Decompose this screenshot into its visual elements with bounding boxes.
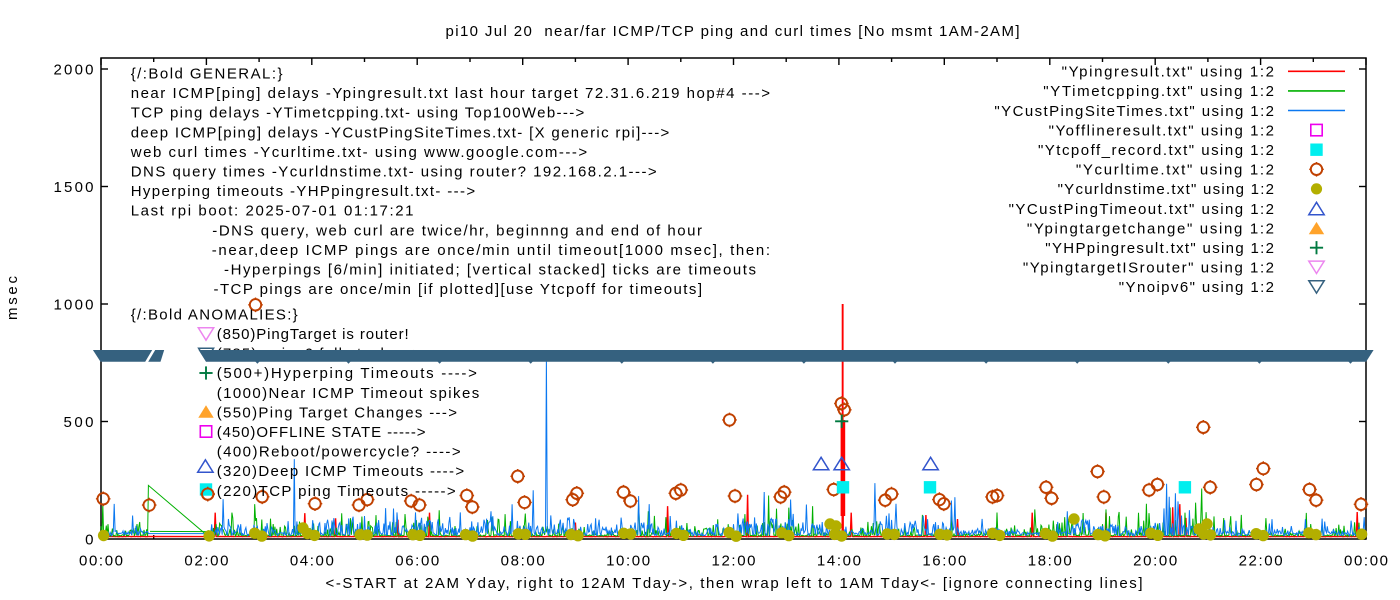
- svg-text:"Ypingtargetchange" using 1:2: "Ypingtargetchange" using 1:2: [1027, 220, 1274, 237]
- svg-text:DNS query times -Ycurldnstime.: DNS query times -Ycurldnstime.txt- using…: [131, 164, 657, 181]
- svg-text:-near,deep ICMP pings are once: -near,deep ICMP pings are once/min until…: [212, 242, 770, 259]
- svg-text:16:00: 16:00: [922, 553, 966, 570]
- svg-text:deep ICMP[ping] delays -YCustP: deep ICMP[ping] delays -YCustPingSiteTim…: [131, 124, 670, 141]
- svg-text:TCP ping delays -YTimetcpping.: TCP ping delays -YTimetcpping.txt- using…: [131, 105, 585, 122]
- svg-text:(850)PingTarget is router!: (850)PingTarget is router!: [217, 326, 409, 343]
- svg-text:14:00: 14:00: [817, 553, 861, 570]
- svg-text:00:00: 00:00: [1344, 553, 1388, 570]
- svg-text:"Ynoipv6" using 1:2: "Ynoipv6" using 1:2: [1119, 279, 1274, 296]
- svg-text:(320)Deep ICMP Timeouts ---->: (320)Deep ICMP Timeouts ---->: [217, 463, 465, 480]
- svg-text:"Ytcpoff_record.txt" using 1:2: "Ytcpoff_record.txt" using 1:2: [1038, 142, 1274, 159]
- svg-text:(220)TCP ping Timeouts ----->: (220)TCP ping Timeouts ----->: [217, 483, 456, 500]
- svg-text:"Ypingresult.txt" using 1:2: "Ypingresult.txt" using 1:2: [1062, 64, 1274, 81]
- svg-text:12:00: 12:00: [712, 553, 756, 570]
- svg-text:500: 500: [64, 414, 94, 431]
- svg-text:06:00: 06:00: [395, 553, 439, 570]
- svg-text:-DNS query, web curl are twice: -DNS query, web curl are twice/hr, begin…: [212, 222, 702, 239]
- svg-text:<-START at 2AM Yday, right to: <-START at 2AM Yday, right to 12AM Tday-…: [326, 575, 1143, 592]
- svg-text:"YCustPingSiteTimes.txt" using: "YCustPingSiteTimes.txt" using 1:2: [994, 103, 1274, 120]
- svg-text:22:00: 22:00: [1239, 553, 1283, 570]
- svg-text:{/:Bold ANOMALIES:}: {/:Bold ANOMALIES:}: [131, 306, 298, 323]
- svg-text:"YpingtargetISrouter" using 1:: "YpingtargetISrouter" using 1:2: [1023, 260, 1274, 277]
- svg-text:00:00: 00:00: [79, 553, 123, 570]
- svg-text:(400)Reboot/powercycle? ---->: (400)Reboot/powercycle? ---->: [217, 444, 461, 461]
- svg-text:0: 0: [85, 532, 93, 549]
- svg-text:{/:Bold GENERAL:}: {/:Bold GENERAL:}: [131, 66, 283, 83]
- svg-text:"YTimetcpping.txt" using 1:2: "YTimetcpping.txt" using 1:2: [1043, 83, 1274, 100]
- svg-text:08:00: 08:00: [501, 553, 545, 570]
- svg-text:-TCP pings are once/min [if pl: -TCP pings are once/min [if plotted][use…: [214, 281, 702, 298]
- svg-text:msec: msec: [4, 276, 21, 321]
- svg-text:"Ycurldnstime.txt" using 1:2: "Ycurldnstime.txt" using 1:2: [1058, 181, 1274, 198]
- svg-text:(450)OFFLINE STATE ----->: (450)OFFLINE STATE ----->: [217, 424, 426, 441]
- svg-text:(500+)Hyperping Timeouts ---->: (500+)Hyperping Timeouts ---->: [217, 365, 477, 382]
- svg-text:18:00: 18:00: [1028, 553, 1072, 570]
- svg-text:"YCustPingTimeout.txt" using 1: "YCustPingTimeout.txt" using 1:2: [1009, 201, 1274, 218]
- svg-text:Last rpi boot: 2025-07-01 01:1: Last rpi boot: 2025-07-01 01:17:21: [131, 203, 414, 220]
- svg-text:near ICMP[ping] delays -Ypingr: near ICMP[ping] delays -Ypingresult.txt …: [131, 85, 771, 102]
- svg-text:(550)Ping Target Changes --->: (550)Ping Target Changes --->: [217, 404, 458, 421]
- svg-text:"Ycurltime.txt" using 1:2: "Ycurltime.txt" using 1:2: [1076, 162, 1274, 179]
- svg-text:10:00: 10:00: [606, 553, 650, 570]
- svg-text:web curl times -Ycurltime.txt-: web curl times -Ycurltime.txt- using www…: [130, 144, 588, 161]
- svg-text:pi10 Jul 20 near/far ICMP/TCP: pi10 Jul 20 near/far ICMP/TCP ping and c…: [446, 23, 1020, 40]
- svg-text:Hyperping timeouts -YHPpingres: Hyperping timeouts -YHPpingresult.txt- -…: [131, 183, 476, 200]
- svg-text:"YHPpingresult.txt" using 1:2: "YHPpingresult.txt" using 1:2: [1045, 240, 1274, 257]
- svg-text:"Yofflineresult.txt" using 1:2: "Yofflineresult.txt" using 1:2: [1049, 122, 1274, 139]
- svg-text:(1000)Near ICMP Timeout spikes: (1000)Near ICMP Timeout spikes: [217, 385, 480, 402]
- svg-text:04:00: 04:00: [290, 553, 334, 570]
- svg-text:20:00: 20:00: [1133, 553, 1177, 570]
- svg-text:-Hyperpings [6/min] initiated;: -Hyperpings [6/min] initiated; [vertical…: [224, 262, 756, 279]
- svg-text:02:00: 02:00: [184, 553, 228, 570]
